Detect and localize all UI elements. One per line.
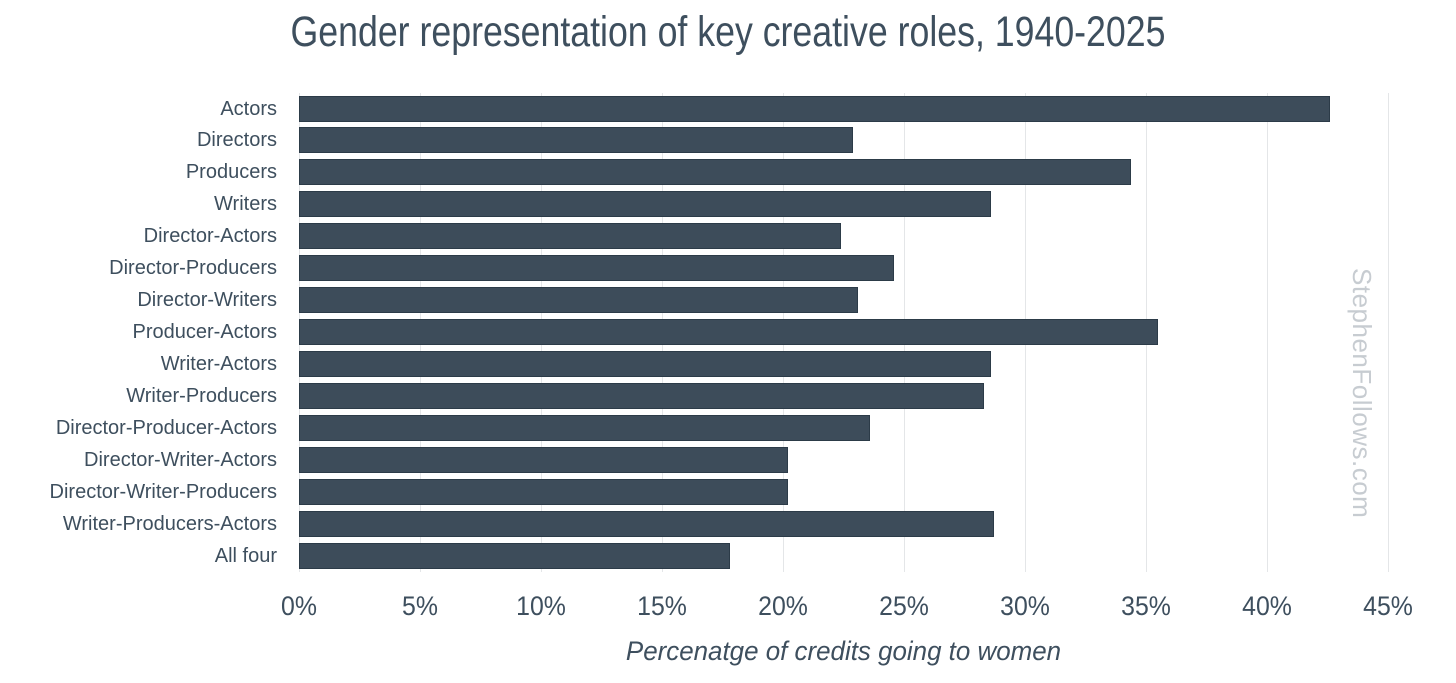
bar-director-producers: [299, 255, 895, 282]
x-axis-title: Percenatge of credits going to women: [625, 636, 1062, 666]
y-label-writers: Writers: [214, 193, 277, 216]
y-label-all-four: All four: [214, 544, 277, 567]
y-label-director-producer-actors: Director-Producer-Actors: [55, 416, 277, 439]
bar-director-producer-actors: [299, 414, 871, 441]
gridline-45: [1388, 93, 1389, 572]
y-label-producer-actors: Producer-Actors: [132, 321, 278, 344]
bar-writer-producers-actors: [299, 510, 994, 537]
watermark: StephenFollows.com: [1347, 268, 1377, 519]
x-tick-40: 40%: [1242, 591, 1292, 621]
bar-director-writers: [299, 287, 859, 314]
bar-producers: [299, 159, 1132, 186]
y-label-writer-producers: Writer-Producers: [126, 384, 277, 407]
bar-producer-actors: [299, 319, 1159, 346]
y-label-directors: Directors: [196, 129, 277, 152]
bar-all-four: [299, 542, 730, 569]
y-label-producers: Producers: [185, 161, 277, 184]
y-label-director-producers: Director-Producers: [109, 257, 277, 280]
chart-title: Gender representation of key creative ro…: [290, 8, 1166, 56]
bar-director-writer-actors: [299, 446, 788, 473]
x-tick-15: 15%: [637, 591, 687, 621]
y-label-director-writer-actors: Director-Writer-Actors: [84, 448, 277, 471]
bar-directors: [299, 127, 854, 154]
x-tick-30: 30%: [1000, 591, 1050, 621]
plot-area: [299, 93, 1389, 572]
x-tick-45: 45%: [1363, 591, 1413, 621]
y-label-writer-producers-actors: Writer-Producers-Actors: [62, 512, 277, 535]
x-tick-25: 25%: [879, 591, 929, 621]
x-tick-35: 35%: [1121, 591, 1171, 621]
x-tick-10: 10%: [516, 591, 566, 621]
bar-writers: [299, 191, 992, 218]
y-label-actors: Actors: [220, 97, 277, 120]
bar-writer-producers: [299, 382, 984, 409]
y-label-director-writers: Director-Writers: [137, 289, 277, 312]
x-tick-20: 20%: [758, 591, 808, 621]
bar-actors: [299, 95, 1330, 122]
y-label-director-actors: Director-Actors: [143, 225, 277, 248]
bar-director-writer-producers: [299, 478, 788, 505]
bar-director-actors: [299, 223, 842, 250]
x-tick-5: 5%: [402, 591, 438, 621]
x-tick-0: 0%: [281, 591, 317, 621]
y-label-director-writer-producers: Director-Writer-Producers: [49, 480, 277, 503]
y-axis-labels: Actors Directors Producers Writers Director-…: [0, 93, 277, 572]
y-label-writer-actors: Writer-Actors: [160, 352, 277, 375]
bar-writer-actors: [299, 350, 992, 377]
gridline-40: [1267, 93, 1268, 572]
